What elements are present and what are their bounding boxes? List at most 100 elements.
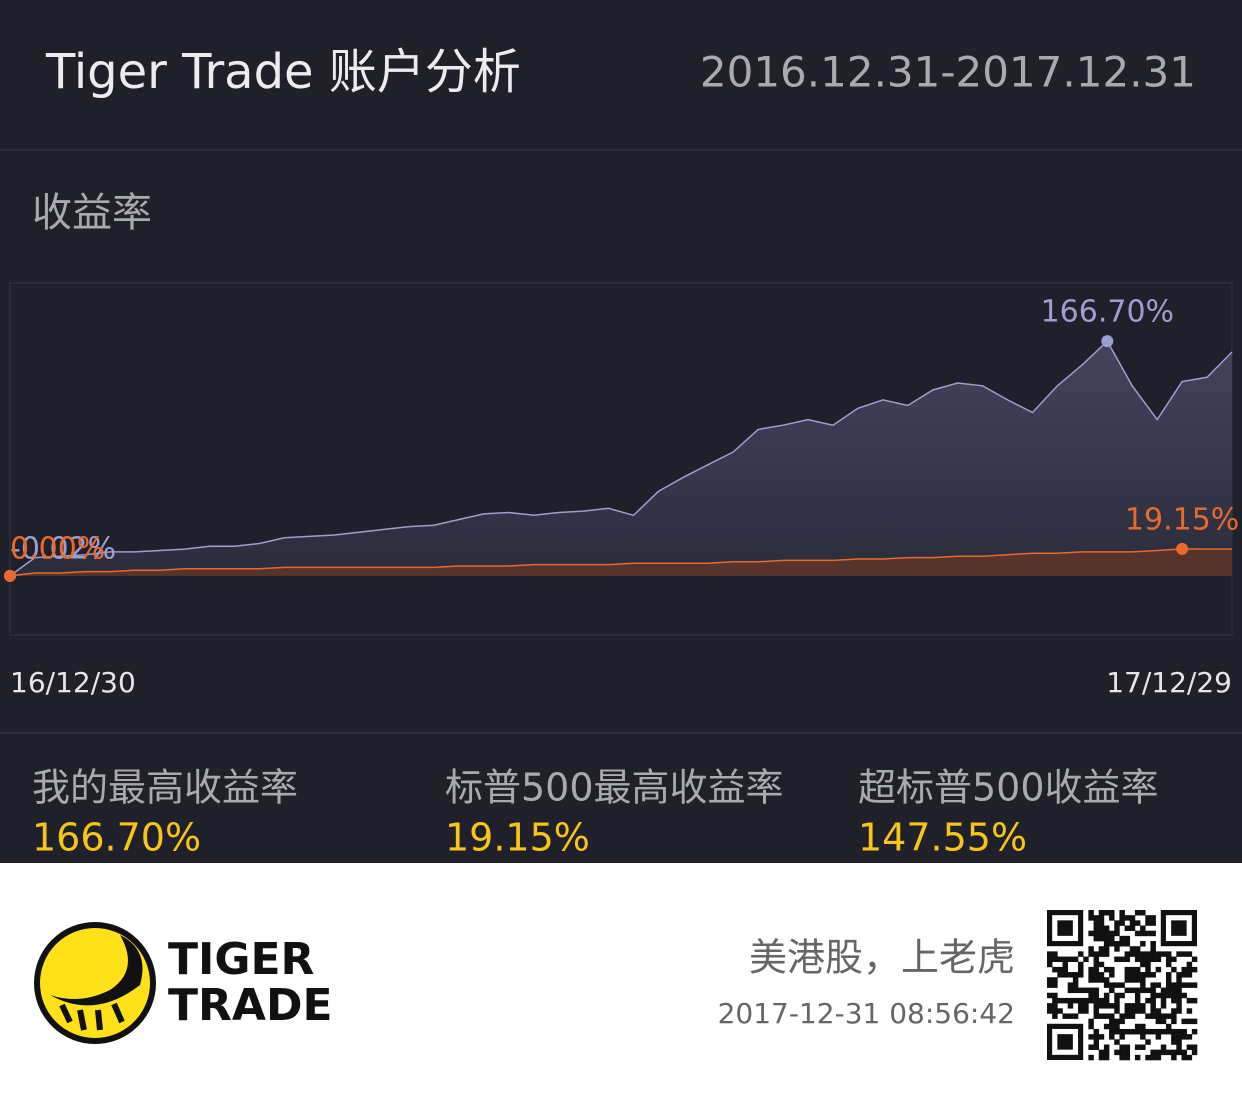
qr-module [1150, 992, 1156, 999]
qr-module [1088, 992, 1094, 999]
qr-module [1114, 992, 1120, 999]
qr-module [1140, 910, 1146, 916]
qr-module [1150, 972, 1156, 978]
qr-module [1160, 1028, 1167, 1035]
qr-module [1171, 992, 1177, 999]
qr-module [1047, 956, 1053, 963]
qr-module [1057, 956, 1063, 963]
qr-module [1057, 972, 1063, 978]
value-label: 0.00% [10, 531, 105, 566]
qr-module [1119, 1034, 1125, 1040]
qr-module [1124, 915, 1131, 921]
qr-module [1145, 987, 1151, 994]
qr-module [1176, 1034, 1182, 1040]
qr-module [1093, 1044, 1100, 1050]
qr-module [1145, 1054, 1151, 1061]
qr-module [1067, 1003, 1074, 1009]
qr-module [1181, 966, 1187, 973]
qr-module [1176, 1044, 1182, 1050]
qr-module [1155, 992, 1162, 999]
date-range: 2016.12.31-2017.12.31 [700, 48, 1196, 97]
qr-module [1093, 1013, 1100, 1019]
qr-module [1124, 1049, 1131, 1056]
qr-module [1114, 1039, 1120, 1045]
qr-module [1186, 1054, 1193, 1061]
qr-module [1160, 1049, 1167, 1056]
qr-module [1160, 1003, 1167, 1009]
area [10, 341, 1232, 576]
qr-module [1109, 1003, 1115, 1009]
qr-module [1165, 951, 1172, 957]
qr-module [1124, 956, 1131, 963]
qr-module [1124, 925, 1131, 931]
qr-module [1067, 982, 1074, 988]
stat-label: 标普500最高收益率 [445, 766, 784, 810]
qr-module [1109, 930, 1115, 937]
qr-module [1124, 987, 1131, 994]
qr-module [1098, 1054, 1105, 1061]
qr-module [1067, 987, 1074, 994]
qr-module [1088, 1034, 1094, 1040]
qr-module [1098, 930, 1105, 937]
qr-module [1119, 982, 1125, 988]
qr-module [1103, 1044, 1110, 1050]
qr-module [1093, 1003, 1100, 1009]
qr-module [1124, 1003, 1131, 1009]
qr-module [1103, 1023, 1110, 1030]
qr-module [1103, 992, 1110, 999]
qr-module [1072, 977, 1079, 983]
qr-module [1103, 910, 1110, 916]
qr-module [1129, 972, 1136, 978]
qr-module [1072, 956, 1079, 963]
qr-module [1191, 1044, 1198, 1050]
qr-module [1103, 946, 1110, 952]
qr-module [1160, 1013, 1167, 1019]
qr-module [1145, 1013, 1151, 1019]
qr-module [1186, 1044, 1193, 1050]
qr-module [1098, 1003, 1105, 1009]
qr-module [1119, 941, 1125, 947]
qr-module [1155, 982, 1162, 988]
qr-module [1181, 1028, 1187, 1035]
x-tick-label: 17/12/29 [1106, 666, 1232, 699]
qr-module [1119, 1054, 1125, 1061]
qr-module [1103, 982, 1110, 988]
qr-module [1155, 1018, 1162, 1025]
qr-module [1103, 951, 1110, 957]
qr-module [1103, 925, 1110, 931]
qr-module [1176, 1028, 1182, 1035]
qr-module [1103, 935, 1110, 942]
qr-module [1181, 951, 1187, 957]
value-label: 166.70% [1041, 295, 1174, 330]
qr-module [1129, 987, 1136, 994]
qr-module [1088, 987, 1094, 994]
qr-module [1145, 966, 1151, 973]
qr-module [1140, 972, 1146, 978]
qr-module [1134, 1028, 1141, 1035]
qr-module [1119, 1049, 1125, 1056]
section-title: 收益率 [32, 190, 152, 236]
qr-module [1083, 1003, 1089, 1009]
qr-module [1083, 1008, 1089, 1014]
qr-module [1072, 972, 1079, 978]
qr-module [1176, 1008, 1182, 1014]
qr-module [1109, 966, 1115, 973]
stat-value: 166.70% [32, 816, 201, 860]
qr-module [1165, 956, 1172, 963]
qr-module [1140, 930, 1146, 937]
qr-module [1124, 977, 1131, 983]
qr-module [1171, 1049, 1177, 1056]
qr-module [1052, 1003, 1058, 1009]
qr-module [1145, 915, 1151, 921]
qr-module [1098, 946, 1105, 952]
qr-module [1160, 997, 1167, 1004]
qr-module [1165, 977, 1172, 983]
line [9, 339, 1233, 577]
qr-module [1109, 972, 1115, 978]
qr-module [1109, 941, 1115, 947]
qr-module [1098, 951, 1105, 957]
qr-module [1171, 1008, 1177, 1014]
qr-module [1124, 1028, 1131, 1035]
qr-module [1103, 997, 1110, 1004]
qr-module [1150, 1003, 1156, 1009]
